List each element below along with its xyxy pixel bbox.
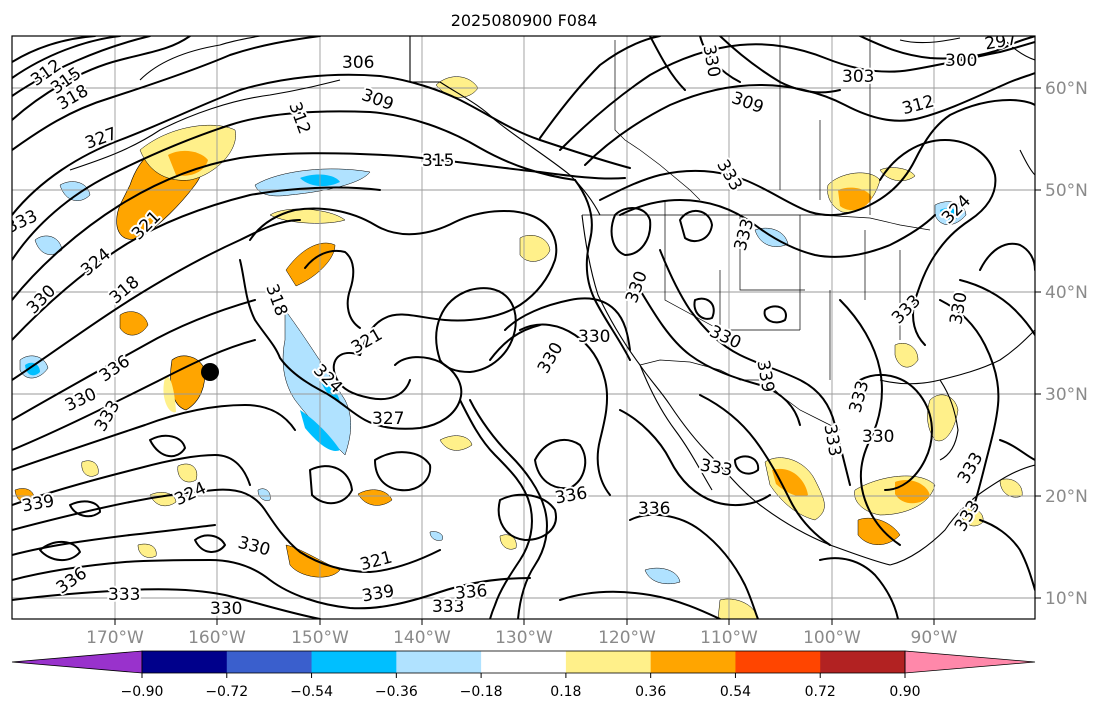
lon-label: 100°W xyxy=(803,628,861,648)
contour-label: 330 xyxy=(578,327,610,347)
contour-lines xyxy=(12,36,1035,619)
contour-label: 336 xyxy=(638,499,670,519)
lat-label: 10°N xyxy=(1045,589,1088,609)
map-title: 2025080900 F084 xyxy=(451,11,598,30)
colorbar-tick-label: −0.18 xyxy=(460,684,503,700)
colorbar-tick-label: 0.90 xyxy=(889,684,920,700)
lon-label: 90°W xyxy=(911,628,958,648)
colorbar-segment xyxy=(226,651,313,673)
colorbar-segment xyxy=(820,651,906,673)
colorbar-tick-label: 0.54 xyxy=(720,684,751,700)
lon-label: 130°W xyxy=(495,628,553,648)
lat-label: 40°N xyxy=(1045,283,1088,303)
lon-label: 110°W xyxy=(700,628,758,648)
colorbar-segment xyxy=(311,651,397,673)
colorbar-tick-label: −0.72 xyxy=(205,684,248,700)
coastlines xyxy=(69,36,1035,566)
colorbar-tick-label: 0.36 xyxy=(635,684,666,700)
contour-label: 306 xyxy=(342,53,374,73)
contour-label: 315 xyxy=(422,151,454,171)
contour-label: 330 xyxy=(210,599,242,619)
lat-label: 50°N xyxy=(1045,181,1088,201)
colorbar-segment xyxy=(565,651,652,673)
lon-label: 150°W xyxy=(291,628,349,648)
contour-label: 303 xyxy=(842,67,874,87)
colorbar-tick-label: −0.90 xyxy=(121,684,164,700)
marker-black-dot xyxy=(201,363,219,381)
colorbar-tick-label: −0.54 xyxy=(290,684,333,700)
contour-label: 327 xyxy=(372,409,404,429)
colorbar-extend-low xyxy=(11,650,143,674)
lat-label: 60°N xyxy=(1045,79,1088,99)
colorbar-segment xyxy=(650,651,736,673)
lon-label: 140°W xyxy=(393,628,451,648)
lon-label: 120°W xyxy=(598,628,656,648)
contour-label: 300 xyxy=(945,51,977,71)
axis-ticks xyxy=(114,87,1041,625)
contour-label: 336 xyxy=(454,581,488,604)
contour-label: 333 xyxy=(108,585,140,605)
lat-label: 20°N xyxy=(1045,487,1088,507)
contour-label: 339 xyxy=(752,359,777,394)
latitude-labels: 60°N 50°N 40°N 30°N 20°N 10°N xyxy=(1045,79,1088,609)
colorbar-segment xyxy=(735,651,821,673)
contour-label: 333 xyxy=(432,597,464,617)
colorbar: −0.90 −0.72 −0.54 −0.36 −0.18 0.18 0.36 0.54 0.7… xyxy=(11,650,1036,700)
colorbar-segment xyxy=(142,651,228,673)
colorbar-tick-label: 0.18 xyxy=(550,684,581,700)
lat-label: 30°N xyxy=(1045,385,1088,405)
colorbar-tick-label: 0.72 xyxy=(805,684,836,700)
colorbar-tick-label: −0.36 xyxy=(375,684,418,700)
colorbar-segment xyxy=(396,651,482,673)
lon-label: 160°W xyxy=(188,628,246,648)
colorbar-outline xyxy=(141,650,906,674)
colorbar-segment xyxy=(481,651,567,673)
lon-label: 170°W xyxy=(86,628,144,648)
contour-label: 330 xyxy=(862,427,894,447)
colorbar-extend-high xyxy=(904,650,1036,674)
longitude-labels: 170°W 160°W 150°W 140°W 130°W 120°W 110°… xyxy=(86,628,958,648)
